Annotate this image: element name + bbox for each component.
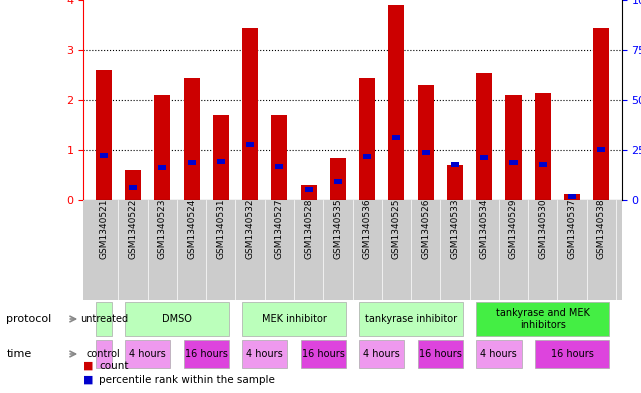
Bar bbox=[304, 187, 313, 191]
Bar bbox=[359, 340, 404, 368]
Bar bbox=[330, 158, 346, 200]
Text: time: time bbox=[6, 349, 31, 359]
Text: 16 hours: 16 hours bbox=[419, 349, 462, 359]
Bar bbox=[213, 115, 229, 200]
Bar bbox=[125, 170, 141, 200]
Text: 4 hours: 4 hours bbox=[363, 349, 400, 359]
Bar bbox=[593, 28, 610, 200]
Bar bbox=[217, 158, 225, 163]
Bar bbox=[447, 165, 463, 200]
Bar bbox=[535, 92, 551, 200]
Text: percentile rank within the sample: percentile rank within the sample bbox=[99, 375, 275, 385]
Bar bbox=[480, 155, 488, 160]
Bar bbox=[188, 160, 196, 165]
Bar bbox=[96, 302, 112, 336]
Bar bbox=[242, 340, 287, 368]
Text: control: control bbox=[87, 349, 121, 359]
Bar bbox=[276, 163, 283, 169]
Text: 16 hours: 16 hours bbox=[185, 349, 228, 359]
Bar bbox=[158, 165, 167, 170]
Bar bbox=[242, 302, 346, 336]
Bar bbox=[422, 150, 429, 155]
Text: ■: ■ bbox=[83, 375, 94, 385]
Bar bbox=[96, 340, 112, 368]
Text: tankyrase and MEK
inhibitors: tankyrase and MEK inhibitors bbox=[496, 308, 590, 330]
Bar bbox=[246, 141, 254, 147]
Bar bbox=[271, 115, 287, 200]
Text: 4 hours: 4 hours bbox=[246, 349, 283, 359]
Bar bbox=[568, 194, 576, 199]
Bar bbox=[363, 154, 371, 158]
Bar bbox=[418, 340, 463, 368]
Bar bbox=[476, 340, 522, 368]
Bar bbox=[538, 162, 547, 167]
Bar bbox=[359, 77, 375, 200]
Bar bbox=[96, 70, 112, 200]
Bar bbox=[301, 185, 317, 200]
Bar bbox=[125, 302, 229, 336]
Bar bbox=[100, 152, 108, 158]
Bar bbox=[154, 95, 171, 200]
Text: protocol: protocol bbox=[6, 314, 52, 324]
Bar bbox=[242, 28, 258, 200]
Bar bbox=[183, 340, 229, 368]
Bar bbox=[597, 147, 605, 151]
Bar bbox=[535, 340, 610, 368]
Text: 4 hours: 4 hours bbox=[481, 349, 517, 359]
Bar bbox=[392, 135, 401, 140]
Bar bbox=[476, 302, 610, 336]
Text: MEK inhibitor: MEK inhibitor bbox=[262, 314, 326, 324]
Text: ■: ■ bbox=[83, 361, 94, 371]
Bar bbox=[125, 340, 171, 368]
Bar bbox=[183, 77, 199, 200]
Bar bbox=[418, 85, 434, 200]
Bar bbox=[564, 193, 580, 200]
Text: 16 hours: 16 hours bbox=[551, 349, 594, 359]
Bar bbox=[388, 5, 404, 200]
Text: 4 hours: 4 hours bbox=[129, 349, 166, 359]
Text: count: count bbox=[99, 361, 129, 371]
Bar bbox=[451, 162, 459, 167]
Bar bbox=[334, 178, 342, 184]
Bar bbox=[476, 72, 492, 200]
Text: untreated: untreated bbox=[79, 314, 128, 324]
Text: DMSO: DMSO bbox=[162, 314, 192, 324]
Bar bbox=[510, 160, 517, 165]
Text: 16 hours: 16 hours bbox=[302, 349, 345, 359]
Bar bbox=[506, 95, 522, 200]
Bar bbox=[301, 340, 346, 368]
Bar bbox=[129, 185, 137, 190]
Text: tankyrase inhibitor: tankyrase inhibitor bbox=[365, 314, 457, 324]
Bar bbox=[359, 302, 463, 336]
